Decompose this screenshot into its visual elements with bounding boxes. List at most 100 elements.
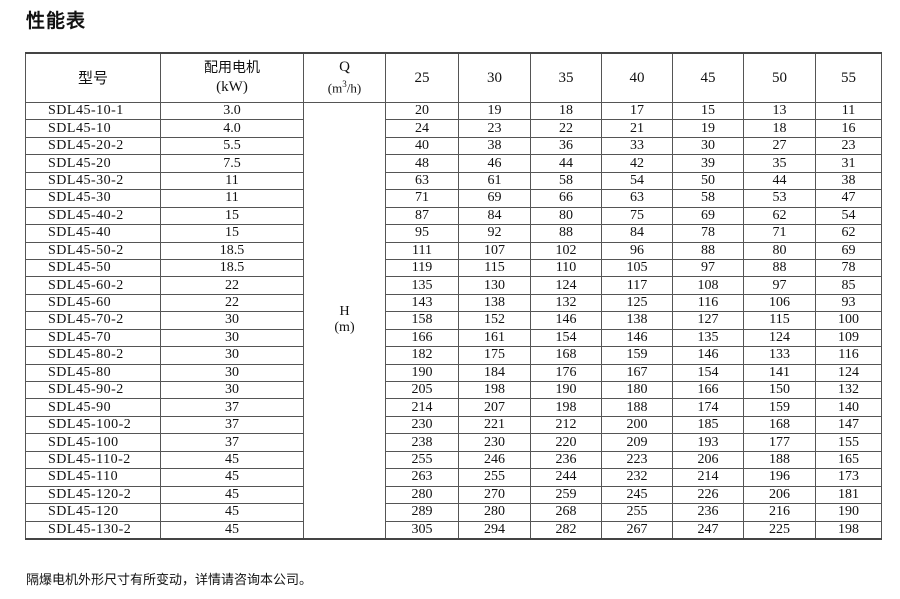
table-row: SDL45-70 30 166 161 154 146 135 124 109 bbox=[25, 328, 882, 348]
head-value-cell: 198 bbox=[458, 380, 531, 400]
head-value-cell: 71 bbox=[743, 224, 816, 243]
model-cell: SDL45-120-2 bbox=[25, 485, 161, 505]
head-value-cell: 146 bbox=[672, 346, 744, 365]
head-value-cell: 152 bbox=[458, 311, 531, 330]
head-value-cell: 63 bbox=[385, 171, 459, 191]
head-value-cell: 225 bbox=[743, 520, 816, 540]
motor-kw-cell: 37 bbox=[160, 433, 304, 452]
head-value-cell: 255 bbox=[385, 450, 459, 470]
head-value-cell: 255 bbox=[458, 468, 531, 487]
head-value-cell: 18 bbox=[743, 119, 816, 138]
head-value-cell: 154 bbox=[530, 328, 602, 348]
head-value-cell: 71 bbox=[385, 189, 459, 208]
motor-kw-cell: 7.5 bbox=[160, 154, 304, 173]
model-cell: SDL45-60 bbox=[25, 293, 161, 313]
head-value-cell: 66 bbox=[530, 189, 602, 208]
table-row: SDL45-50-2 18.5 111 107 102 96 88 80 69 bbox=[25, 241, 882, 260]
table-row: SDL45-70-2 30 158 152 146 138 127 115 100 bbox=[25, 311, 882, 330]
table-row: SDL45-130-2 45 305 294 282 267 247 225 198 bbox=[25, 520, 882, 540]
model-cell: SDL45-10 bbox=[25, 119, 161, 138]
head-value-cell: 84 bbox=[601, 224, 673, 243]
head-value-cell: 159 bbox=[601, 346, 673, 365]
table-row: SDL45-60 22 143 138 132 125 116 106 93 bbox=[25, 293, 882, 313]
motor-kw-cell: 30 bbox=[160, 363, 304, 383]
head-value-cell: 165 bbox=[815, 450, 882, 470]
performance-table: 型号 配用电机 (kW) Q (m3/h) 25 30 35 40 45 50 55 SDL… bbox=[25, 52, 882, 540]
motor-kw-cell: 45 bbox=[160, 503, 304, 522]
head-value-cell: 214 bbox=[672, 468, 744, 487]
head-value-cell: 280 bbox=[458, 503, 531, 522]
head-value-cell: 198 bbox=[815, 520, 882, 540]
head-value-cell: 247 bbox=[672, 520, 744, 540]
head-value-cell: 132 bbox=[815, 380, 882, 400]
model-cell: SDL45-90-2 bbox=[25, 380, 161, 400]
head-value-cell: 168 bbox=[530, 346, 602, 365]
head-value-cell: 75 bbox=[601, 206, 673, 226]
table-row: SDL45-80-2 30 182 175 168 159 146 133 116 bbox=[25, 346, 882, 365]
header-flow-label: Q bbox=[339, 59, 350, 76]
head-value-cell: 207 bbox=[458, 398, 531, 417]
head-value-cell: 130 bbox=[458, 276, 531, 295]
head-value-cell: 216 bbox=[743, 503, 816, 522]
head-value-cell: 92 bbox=[458, 224, 531, 243]
head-value-cell: 33 bbox=[601, 136, 673, 156]
header-flow-40: 40 bbox=[601, 52, 673, 103]
head-value-cell: 236 bbox=[672, 503, 744, 522]
head-value-cell: 40 bbox=[385, 136, 459, 156]
head-value-cell: 50 bbox=[672, 171, 744, 191]
head-value-cell: 174 bbox=[672, 398, 744, 417]
head-value-cell: 88 bbox=[743, 258, 816, 278]
head-value-cell: 87 bbox=[385, 206, 459, 226]
head-value-cell: 116 bbox=[672, 293, 744, 313]
head-value-cell: 85 bbox=[815, 276, 882, 295]
head-value-cell: 80 bbox=[530, 206, 602, 226]
motor-kw-cell: 15 bbox=[160, 206, 304, 226]
head-value-cell: 138 bbox=[458, 293, 531, 313]
motor-kw-cell: 18.5 bbox=[160, 241, 304, 260]
head-value-cell: 38 bbox=[815, 171, 882, 191]
head-value-cell: 154 bbox=[672, 363, 744, 383]
head-value-cell: 69 bbox=[815, 241, 882, 260]
head-value-cell: 166 bbox=[385, 328, 459, 348]
table-row: SDL45-50 18.5 119 115 110 105 97 88 78 bbox=[25, 258, 882, 278]
table-row: SDL45-110-2 45 255 246 236 223 206 188 165 bbox=[25, 450, 882, 470]
head-value-cell: 124 bbox=[743, 328, 816, 348]
model-cell: SDL45-30-2 bbox=[25, 171, 161, 191]
head-value-cell: 161 bbox=[458, 328, 531, 348]
head-value-cell: 184 bbox=[458, 363, 531, 383]
head-value-cell: 30 bbox=[672, 136, 744, 156]
head-value-cell: 109 bbox=[815, 328, 882, 348]
head-value-cell: 255 bbox=[601, 503, 673, 522]
head-value-cell: 259 bbox=[530, 485, 602, 505]
head-value-cell: 20 bbox=[385, 101, 459, 121]
model-cell: SDL45-100 bbox=[25, 433, 161, 452]
head-value-cell: 108 bbox=[672, 276, 744, 295]
head-value-cell: 16 bbox=[815, 119, 882, 138]
head-label-cell: H (m) bbox=[303, 102, 386, 539]
header-motor-label: 配用电机 bbox=[204, 60, 260, 76]
header-flow-30: 30 bbox=[458, 52, 531, 103]
head-value-cell: 63 bbox=[601, 189, 673, 208]
head-value-cell: 182 bbox=[385, 346, 459, 365]
head-value-cell: 127 bbox=[672, 311, 744, 330]
head-value-cell: 206 bbox=[743, 485, 816, 505]
head-value-cell: 176 bbox=[530, 363, 602, 383]
head-value-cell: 21 bbox=[601, 119, 673, 138]
head-value-cell: 221 bbox=[458, 415, 531, 435]
head-value-cell: 88 bbox=[530, 224, 602, 243]
head-value-cell: 24 bbox=[385, 119, 459, 138]
head-value-cell: 175 bbox=[458, 346, 531, 365]
head-value-cell: 58 bbox=[672, 189, 744, 208]
flow-unit-exponent: 3 bbox=[342, 79, 347, 90]
head-value-cell: 107 bbox=[458, 241, 531, 260]
head-value-cell: 35 bbox=[743, 154, 816, 173]
head-value-cell: 19 bbox=[458, 101, 531, 121]
motor-kw-cell: 11 bbox=[160, 171, 304, 191]
head-value-cell: 138 bbox=[601, 311, 673, 330]
head-value-cell: 54 bbox=[601, 171, 673, 191]
header-flow-25: 25 bbox=[385, 52, 459, 103]
model-cell: SDL45-130-2 bbox=[25, 520, 161, 540]
head-value-cell: 236 bbox=[530, 450, 602, 470]
head-value-cell: 19 bbox=[672, 119, 744, 138]
head-value-cell: 226 bbox=[672, 485, 744, 505]
